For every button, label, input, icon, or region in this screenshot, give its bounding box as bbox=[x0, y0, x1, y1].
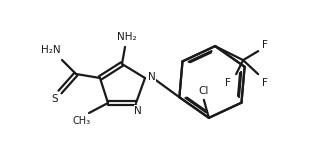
Text: F: F bbox=[225, 78, 231, 88]
Text: F: F bbox=[262, 40, 268, 50]
Text: N: N bbox=[148, 72, 156, 82]
Text: Cl: Cl bbox=[199, 86, 209, 96]
Text: N: N bbox=[134, 106, 142, 116]
Text: H₂N: H₂N bbox=[41, 45, 61, 55]
Text: CH₃: CH₃ bbox=[73, 116, 91, 126]
Text: F: F bbox=[262, 78, 268, 88]
Text: NH₂: NH₂ bbox=[117, 32, 137, 42]
Text: S: S bbox=[52, 94, 58, 104]
